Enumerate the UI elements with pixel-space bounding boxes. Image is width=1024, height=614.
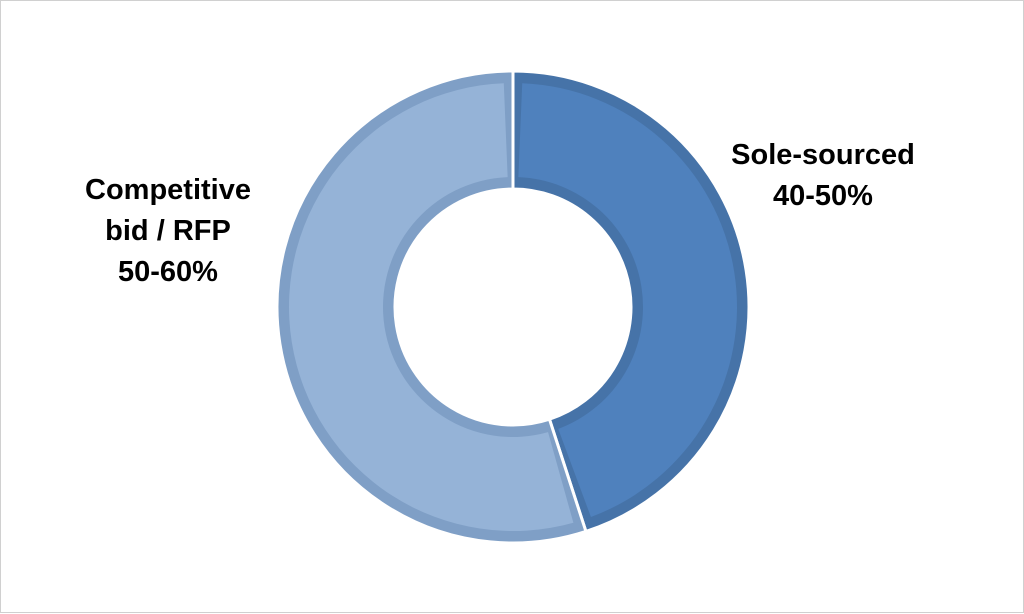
slice-labels: Sole-sourced 40-50% Competitive bid / RFP 50… <box>85 139 915 288</box>
slice-label-line: 40-50% <box>773 180 873 212</box>
slice-label-2: Competitive bid / RFP 50-60% <box>85 174 251 288</box>
donut-slice-face-1 <box>518 83 737 518</box>
slice-label-line: Competitive <box>85 174 251 206</box>
slice-label-line: 50-60% <box>118 256 218 288</box>
slice-label-1: Sole-sourced 40-50% <box>731 139 915 212</box>
donut-slices <box>275 69 751 545</box>
donut-slice-face-2 <box>289 83 574 531</box>
slice-label-line: Sole-sourced <box>731 139 915 171</box>
slice-label-line: bid / RFP <box>105 215 231 247</box>
